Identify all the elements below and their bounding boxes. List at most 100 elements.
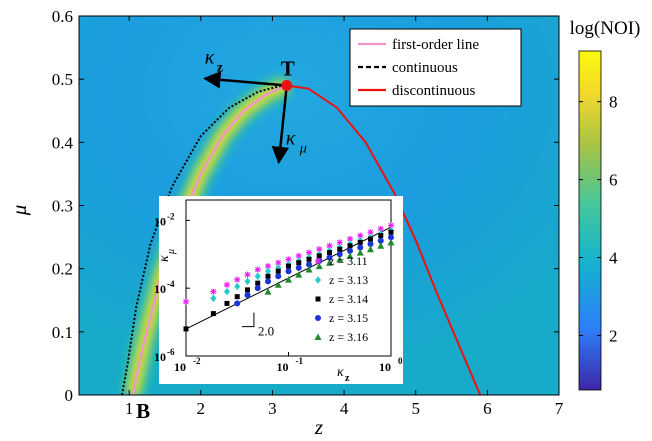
inset-point [306, 261, 313, 268]
inset-point [234, 294, 240, 300]
inset-point [346, 235, 353, 242]
inset-point [346, 252, 354, 259]
legend-entry-label: discontinuous [392, 83, 475, 99]
inset-point [255, 280, 261, 286]
inset-point [244, 287, 250, 293]
legend-entry-label: first-order line [392, 37, 479, 53]
inset-point [264, 288, 272, 295]
inset-point [336, 239, 343, 246]
inset-point [295, 271, 303, 278]
inset-legend-label: z = 3.16 [329, 330, 368, 344]
inset-point [337, 246, 343, 252]
inset-point [224, 300, 230, 306]
inset-point [377, 225, 384, 232]
colorbar-tick-label: 2 [609, 326, 618, 345]
x-tick-label: 3 [268, 399, 277, 418]
inset-point [295, 264, 302, 271]
inset-point [368, 236, 374, 242]
kappa-mu-arrow [271, 85, 290, 165]
x-tick-label: 5 [411, 399, 420, 418]
inset-point [367, 241, 374, 248]
x-axis-ticks: 1 2 3 4 5 6 7 [125, 16, 564, 418]
inset-x-axis-label: κ [337, 365, 344, 380]
inset-point [254, 272, 261, 281]
inset-point [336, 251, 343, 258]
x-tick-label: 7 [555, 399, 564, 418]
inset-series [183, 229, 394, 332]
inset-point [336, 255, 344, 263]
inset-point [367, 229, 374, 236]
inset-point [254, 266, 261, 273]
inset-point [265, 273, 271, 279]
inset-point [305, 266, 313, 273]
phase-lines [121, 84, 482, 395]
slope-bracket [241, 312, 255, 328]
continuous-line [121, 84, 287, 395]
inset-y-tick-exponent: -6 [167, 347, 175, 357]
inset-x-tick-label: 10 [174, 360, 186, 374]
y-tick-label: 0.5 [52, 70, 73, 89]
inset-point [306, 249, 313, 256]
inset-x-axis-subscript: z [345, 373, 350, 384]
discontinuous-line [286, 84, 482, 395]
y-axis-ticks: 0 0.1 0.2 0.3 0.4 0.5 0.6 [52, 7, 559, 405]
x-tick-label: 2 [197, 399, 206, 418]
legend: first-order line continuous discontinuous [349, 28, 522, 107]
inset-x-tick-label: 10 [379, 360, 391, 374]
legend-entry-label: continuous [392, 60, 458, 76]
inset-point [244, 271, 251, 278]
inset-legend-label: z = 3.11 [329, 254, 368, 268]
point-B-label: B [136, 399, 150, 423]
y-tick-label: 0.1 [52, 323, 73, 342]
inset-x-tick-exponent: -1 [296, 356, 304, 366]
inset-legend-label: z = 3.14 [329, 292, 368, 306]
colorbar-label: log(NOI) [570, 18, 641, 39]
inset-point [265, 278, 272, 285]
colorbar-bar [578, 50, 602, 391]
inset-point [377, 237, 384, 244]
inset-legend-label: z = 3.13 [329, 273, 368, 287]
inset-point [315, 296, 321, 302]
inset-point [223, 281, 230, 288]
inset-point [183, 326, 189, 332]
inset-point [315, 262, 323, 270]
inset-y-axis-label: κ [157, 255, 172, 262]
inset-point [265, 267, 272, 276]
inset-point [275, 264, 282, 272]
inset-point [286, 263, 291, 269]
inset-series [234, 234, 394, 307]
inset-point [357, 239, 363, 245]
inset-legend: z = 3.11 z = 3.13 z = 3.14 z = 3.15 z = 3.16 [314, 254, 368, 344]
inset-point [378, 233, 384, 239]
inset-point [315, 315, 321, 321]
inset-point [285, 256, 292, 263]
inset-point [316, 253, 322, 259]
point-T-label: T [281, 56, 295, 80]
inset-point [387, 238, 395, 246]
inset-point [210, 294, 217, 303]
inset-series [264, 238, 395, 295]
inset-y-tick-exponent: -4 [167, 279, 175, 289]
inset-point [306, 256, 312, 262]
inset-point [315, 276, 321, 284]
inset-point [274, 281, 282, 288]
inset-point [275, 273, 282, 280]
inset-point [326, 259, 334, 266]
inset-point [326, 242, 333, 249]
inset-x-tick-label: 10 [277, 360, 289, 374]
y-tick-label: 0.2 [52, 260, 73, 279]
y-tick-label: 0.4 [52, 133, 74, 152]
inset-point [244, 291, 251, 298]
inset-point [285, 268, 292, 275]
inset-point [388, 222, 394, 229]
inset-point [356, 249, 364, 256]
inset-point [285, 276, 292, 283]
kappa-z-label: κ [205, 46, 215, 68]
inset-x-tick-exponent: -2 [193, 356, 201, 366]
kappa-mu-subscript: μ [299, 141, 307, 156]
inset-y-tick-label: 10 [154, 214, 166, 228]
colorbar-tick-label: 4 [609, 249, 618, 268]
inset-point [357, 244, 364, 251]
